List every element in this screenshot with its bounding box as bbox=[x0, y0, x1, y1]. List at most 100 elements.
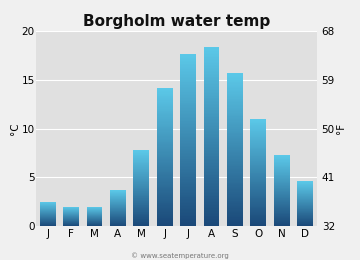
Bar bbox=[157, 89, 173, 90]
Bar bbox=[157, 122, 173, 124]
Bar bbox=[157, 188, 173, 189]
Bar bbox=[157, 194, 173, 195]
Bar bbox=[274, 222, 290, 223]
Bar bbox=[250, 124, 266, 125]
Bar bbox=[157, 164, 173, 165]
Bar bbox=[157, 88, 173, 89]
Bar bbox=[203, 168, 220, 170]
Bar bbox=[250, 157, 266, 158]
Bar bbox=[157, 149, 173, 150]
Bar bbox=[203, 140, 220, 141]
Bar bbox=[133, 161, 149, 162]
Bar bbox=[297, 218, 313, 219]
Bar bbox=[180, 98, 196, 100]
Bar bbox=[157, 218, 173, 219]
Bar bbox=[227, 142, 243, 143]
Bar bbox=[274, 213, 290, 214]
Bar bbox=[274, 195, 290, 196]
Bar bbox=[250, 171, 266, 172]
Bar bbox=[227, 201, 243, 202]
Bar bbox=[227, 120, 243, 122]
Bar bbox=[157, 151, 173, 152]
Bar bbox=[110, 195, 126, 196]
Bar bbox=[203, 48, 220, 50]
Bar bbox=[157, 190, 173, 192]
Bar bbox=[297, 192, 313, 193]
Bar bbox=[227, 187, 243, 188]
Bar bbox=[110, 225, 126, 226]
Bar bbox=[250, 139, 266, 140]
Bar bbox=[297, 204, 313, 205]
Bar bbox=[157, 99, 173, 100]
Bar bbox=[203, 171, 220, 172]
Bar bbox=[133, 168, 149, 169]
Bar bbox=[180, 222, 196, 223]
Bar bbox=[110, 191, 126, 192]
Bar bbox=[203, 111, 220, 113]
Bar bbox=[203, 219, 220, 220]
Bar bbox=[274, 219, 290, 220]
Bar bbox=[157, 137, 173, 139]
Bar bbox=[227, 179, 243, 180]
Bar bbox=[227, 225, 243, 226]
Bar bbox=[227, 153, 243, 155]
Bar bbox=[157, 135, 173, 136]
Bar bbox=[180, 128, 196, 130]
Bar bbox=[157, 180, 173, 181]
Bar bbox=[180, 223, 196, 225]
Bar bbox=[157, 223, 173, 224]
Bar bbox=[180, 123, 196, 124]
Bar bbox=[297, 215, 313, 216]
Bar bbox=[227, 155, 243, 156]
Bar bbox=[180, 190, 196, 192]
Bar bbox=[227, 123, 243, 124]
Bar bbox=[227, 197, 243, 198]
Bar bbox=[180, 180, 196, 182]
Bar bbox=[274, 189, 290, 190]
Bar bbox=[180, 205, 196, 206]
Bar bbox=[180, 185, 196, 186]
Bar bbox=[297, 183, 313, 184]
Bar bbox=[203, 56, 220, 57]
Bar bbox=[227, 127, 243, 128]
Bar bbox=[203, 222, 220, 223]
Bar bbox=[250, 198, 266, 199]
Bar bbox=[227, 76, 243, 77]
Bar bbox=[133, 187, 149, 188]
Bar bbox=[180, 64, 196, 65]
Bar bbox=[203, 147, 220, 148]
Bar bbox=[250, 185, 266, 186]
Bar bbox=[110, 200, 126, 201]
Bar bbox=[157, 97, 173, 98]
Bar bbox=[203, 183, 220, 184]
Bar bbox=[110, 213, 126, 214]
Bar bbox=[180, 179, 196, 180]
Bar bbox=[227, 150, 243, 151]
Bar bbox=[157, 115, 173, 116]
Bar bbox=[250, 135, 266, 136]
Bar bbox=[110, 190, 126, 191]
Bar bbox=[133, 220, 149, 221]
Bar bbox=[250, 223, 266, 224]
Bar bbox=[157, 148, 173, 149]
Bar bbox=[110, 220, 126, 221]
Bar bbox=[274, 170, 290, 171]
Bar bbox=[227, 92, 243, 94]
Bar bbox=[250, 209, 266, 210]
Bar bbox=[297, 202, 313, 203]
Bar bbox=[157, 95, 173, 96]
Bar bbox=[180, 117, 196, 118]
Bar bbox=[133, 150, 149, 151]
Bar bbox=[133, 195, 149, 196]
Bar bbox=[274, 178, 290, 179]
Bar bbox=[203, 125, 220, 126]
Bar bbox=[180, 194, 196, 196]
Bar bbox=[157, 225, 173, 226]
Bar bbox=[157, 178, 173, 179]
Bar bbox=[203, 210, 220, 211]
Bar bbox=[180, 189, 196, 190]
Bar bbox=[250, 143, 266, 144]
Bar bbox=[250, 142, 266, 143]
Bar bbox=[157, 132, 173, 133]
Bar bbox=[227, 109, 243, 110]
